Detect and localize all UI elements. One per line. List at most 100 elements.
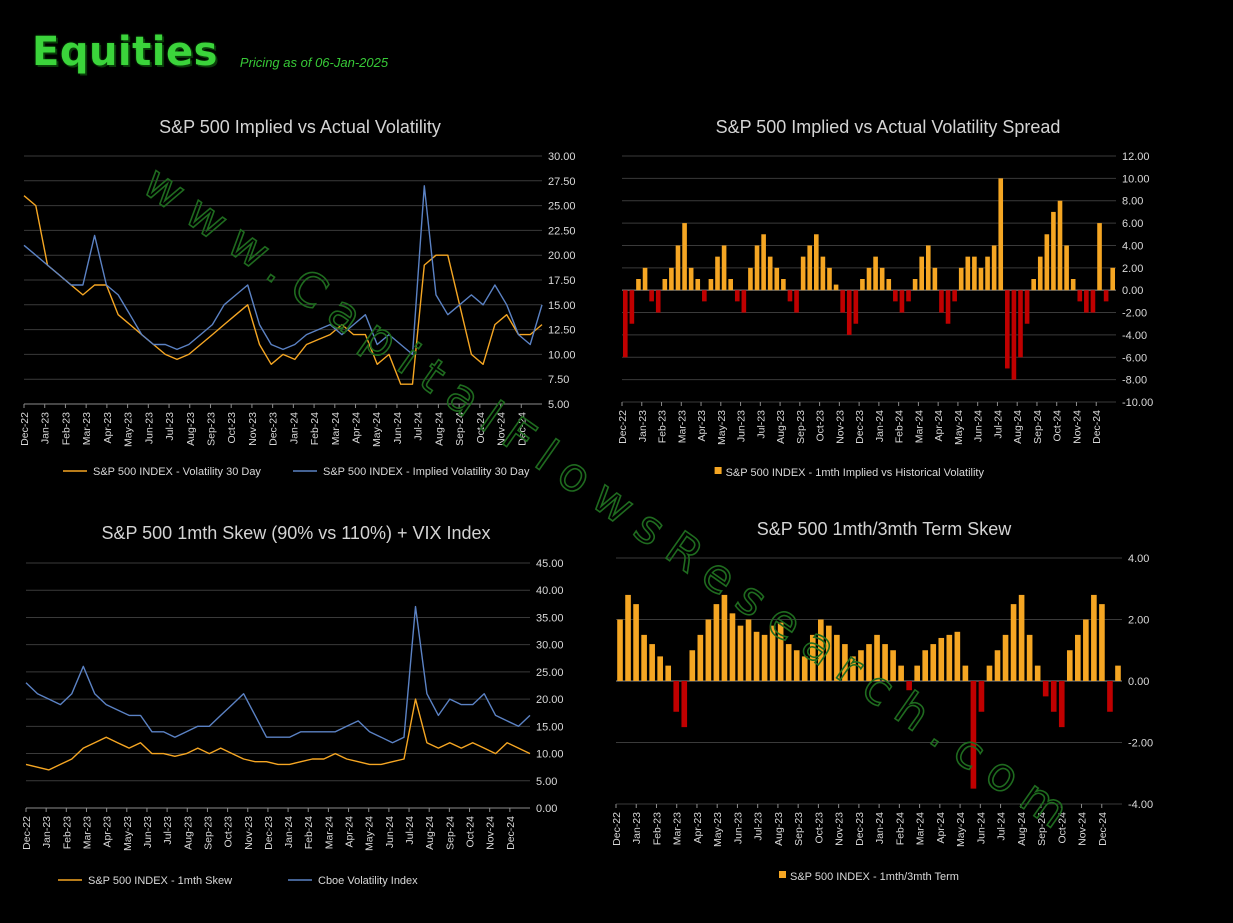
x-tick-label: Oct-23: [226, 412, 238, 444]
bar: [1099, 604, 1105, 681]
x-tick-label: Jun-24: [392, 412, 404, 444]
y-tick-label: 45.00: [536, 558, 564, 570]
bar: [774, 267, 780, 291]
x-tick-label: Nov-24: [1071, 410, 1083, 444]
x-tick-label: Apr-24: [344, 816, 356, 848]
x-tick-label: Feb-23: [60, 412, 72, 445]
bar: [682, 223, 687, 291]
bar: [919, 256, 924, 291]
x-tick-label: May-24: [364, 816, 376, 851]
bar: [729, 613, 736, 681]
y-tick-label: -4.00: [1122, 330, 1147, 342]
chart-title: S&P 500 Implied vs Actual Volatility Spr…: [716, 117, 1061, 137]
legend-swatch: [714, 467, 722, 474]
bar: [761, 234, 766, 291]
bar: [1018, 290, 1023, 358]
x-tick-label: Jan-23: [637, 410, 649, 442]
bar: [814, 234, 819, 291]
x-tick-label: Jan-23: [40, 412, 52, 444]
chart-title: S&P 500 1mth/3mth Term Skew: [757, 519, 1012, 539]
bar: [1090, 290, 1096, 313]
x-tick-label: Mar-24: [915, 812, 927, 845]
x-tick-label: Jun-23: [732, 812, 744, 844]
x-tick-label: Jul-23: [162, 816, 174, 845]
bar: [1066, 650, 1073, 681]
y-tick-label: -10.00: [1122, 397, 1153, 409]
series-line: [25, 605, 531, 744]
bar: [946, 634, 953, 681]
y-tick-label: -4.00: [1128, 799, 1153, 811]
bar: [809, 634, 816, 681]
x-tick-label: Feb-23: [651, 812, 663, 845]
x-tick-label: Jan-23: [631, 812, 643, 844]
bar: [800, 256, 806, 291]
y-tick-label: 30.00: [548, 151, 576, 163]
bar: [697, 634, 704, 681]
legend-label: S&P 500 INDEX - 1mth Implied vs Historic…: [726, 467, 985, 479]
x-tick-label: Jan-24: [874, 410, 886, 442]
y-tick-label: 25.00: [536, 667, 564, 679]
legend-label: S&P 500 INDEX - 1mth/3mth Term: [790, 871, 959, 883]
y-tick-label: 17.50: [548, 275, 576, 287]
bar: [1010, 604, 1017, 681]
x-tick-label: Sep-23: [202, 816, 214, 850]
y-tick-label: 20.00: [536, 694, 564, 706]
bar: [761, 634, 768, 681]
x-tick-label: Nov-23: [834, 410, 846, 444]
bar: [970, 681, 977, 789]
x-tick-label: Aug-24: [424, 816, 436, 850]
y-tick-label: 10.00: [1122, 173, 1150, 185]
x-tick-label: Sep-23: [795, 410, 807, 444]
y-tick-label: 30.00: [536, 640, 564, 652]
bar: [1024, 290, 1030, 324]
bar: [1042, 681, 1049, 697]
y-tick-label: 0.00: [1128, 676, 1149, 688]
y-tick-label: 2.00: [1122, 263, 1143, 275]
x-tick-label: Jun-23: [142, 816, 154, 848]
x-tick-label: Apr-24: [351, 412, 363, 444]
x-tick-label: Jun-24: [384, 816, 396, 848]
bar: [785, 644, 792, 681]
bar: [954, 631, 961, 681]
bar: [689, 650, 696, 681]
bar: [1058, 681, 1065, 728]
x-tick-label: Jul-24: [404, 816, 416, 845]
bar: [958, 267, 964, 291]
x-tick-label: Nov-23: [834, 812, 846, 846]
y-tick-label: 12.50: [548, 325, 576, 337]
bar: [673, 681, 680, 712]
x-tick-label: Mar-24: [913, 410, 925, 443]
bar: [669, 267, 674, 291]
bar: [1107, 681, 1113, 712]
bar: [734, 290, 740, 302]
y-tick-label: 10.00: [536, 749, 564, 761]
x-tick-label: Apr-23: [102, 412, 114, 444]
bar: [1057, 200, 1063, 291]
bar: [777, 622, 784, 681]
x-tick-label: Jul-23: [753, 812, 765, 841]
x-tick-label: Aug-23: [182, 816, 194, 850]
pricing-date: Pricing as of 06-Jan-2025: [239, 55, 389, 70]
bar: [721, 594, 728, 681]
bar: [930, 644, 937, 681]
x-tick-label: Jun-24: [973, 410, 985, 442]
bar: [978, 267, 984, 291]
bar: [695, 279, 701, 291]
bar: [972, 256, 977, 291]
x-tick-label: Sep-23: [793, 812, 805, 846]
x-tick-label: Mar-24: [330, 412, 342, 445]
legend: S&P 500 INDEX - 1mth Implied vs Historic…: [714, 467, 985, 479]
x-tick-label: Feb-24: [894, 812, 906, 845]
y-tick-label: 4.00: [1122, 240, 1143, 252]
chart-4: S&P 500 1mth/3mth Term Skew -4.00 -2.00 0.0…: [611, 519, 1153, 883]
bar: [769, 625, 776, 681]
x-tick-label: Apr-24: [933, 410, 945, 442]
x-tick-label: Jul-23: [755, 410, 767, 439]
bar: [793, 650, 800, 681]
bar: [641, 634, 647, 681]
y-tick-label: 12.00: [1122, 151, 1150, 163]
bar: [794, 290, 799, 313]
bar: [1011, 290, 1017, 380]
bar: [1103, 290, 1109, 302]
x-tick-label: Dec-23: [268, 412, 280, 446]
